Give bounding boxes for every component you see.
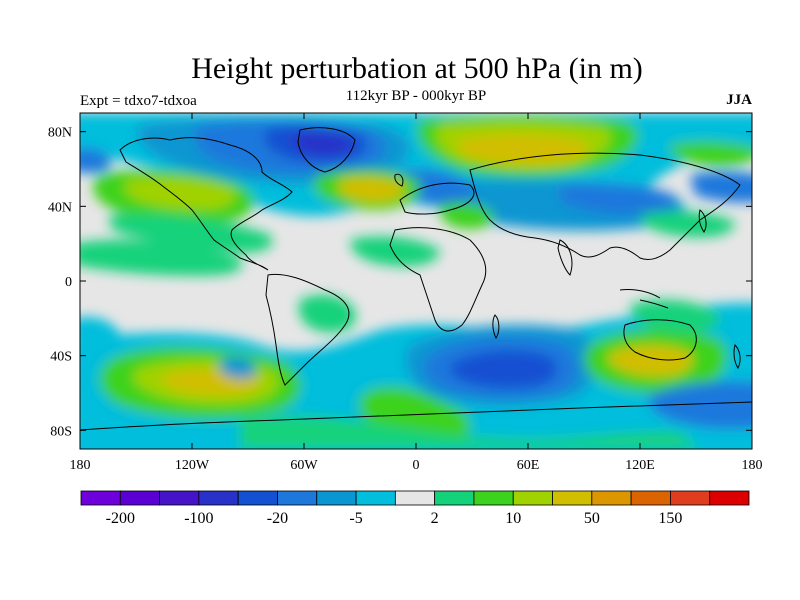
coast-north-america [119,137,293,271]
chart-title: Height perturbation at 500 hPa (in m) [191,52,643,85]
coast-africa [389,227,487,332]
lat-tick-label: 0 [65,275,72,290]
lon-tick-label: 120W [175,458,210,473]
colorbar-swatch [630,490,671,506]
pacific-south-deep-blue [648,381,752,430]
experiment-label: Expt = tdxo7-tdxoa [80,93,197,109]
colorbar-swatch [473,490,514,506]
colorbar-swatch [316,490,357,506]
south-strongest-negative [450,350,557,388]
asia-strong-negative [560,183,676,215]
tropical-east-pacific-negative [80,316,120,352]
coast-new-zealand [733,344,741,369]
atlantic-south-positive [298,294,356,333]
lat-tick-label: 40N [48,200,72,215]
colorbar-swatch [394,490,436,506]
colorbar-swatch [159,490,200,506]
north-atlantic-peak [338,176,406,202]
coast-australia [623,319,697,361]
colorbar-label: 150 [658,510,682,527]
lon-tick-label: 0 [413,458,420,473]
colorbar-swatch [591,490,632,506]
colorbar-label: -100 [184,510,213,527]
colorbar-label: -200 [106,510,135,527]
colorbar-swatch [198,490,239,506]
coast-madagascar [492,314,500,339]
north-pacific-strong-positive [124,177,236,210]
coastlines [80,127,752,431]
antarctic-positive [240,415,700,449]
indonesia-positive [630,299,720,334]
coast-greenland [297,127,356,173]
lon-tick-label: 180 [70,458,91,473]
colorbar-label: -5 [349,510,362,527]
north-africa-positive [350,236,440,267]
colorbar-swatch [670,490,711,506]
colorbar: -200 -100 -20 -5 2 10 50 150 [80,490,750,527]
coast-south-america [265,273,350,386]
colorbar-swatch [119,490,160,506]
colorbar-swatch [434,490,475,506]
coast-antarctica [80,401,752,431]
lon-tick-label: 120E [625,458,655,473]
lat-tick-label: 40S [50,350,72,365]
lon-tick-label: 60E [517,458,540,473]
colorbar-swatch [237,490,278,506]
colorbar-swatch [552,490,593,506]
longitude-axis: 180 120W 60W 0 60E 120E 180 [70,113,763,473]
west-pacific-negative [80,148,112,174]
north-america-positive [110,213,273,253]
arctic-east-positive [669,141,752,167]
east-asia-positive [639,210,735,238]
coast-india [557,239,573,276]
season-label: JJA [726,92,752,108]
australia-south-peak [607,344,694,377]
coast-indonesia [619,289,669,309]
colorbar-swatch [709,490,750,506]
colorbar-label: 2 [431,510,439,527]
coast-europe [399,182,475,215]
south-atlantic-negative [220,356,256,379]
coast-japan [698,209,707,233]
lon-tick-label: 180 [742,458,763,473]
colorbar-label: -20 [267,510,288,527]
lon-tick-label: 60W [290,458,318,473]
contour-fill-layer [80,113,752,449]
arctic-peak [456,134,589,166]
colorbar-label: 50 [584,510,600,527]
colorbar-swatch [512,490,553,506]
north-deepest-negative [291,132,354,156]
chart-subtitle: 112kyr BP - 000kyr BP [345,88,487,104]
colorbar-swatch [80,490,121,506]
colorbar-swatch [355,490,396,506]
latitude-axis: 80N 40N 0 40S 80S [48,126,752,439]
colorbar-swatch [277,490,318,506]
lat-tick-label: 80S [50,424,72,439]
lat-tick-label: 80N [48,126,72,141]
coast-british-isles [394,173,404,187]
colorbar-label: 10 [505,510,521,527]
north-pacific-negative-east [690,171,752,203]
coast-asia [469,152,741,261]
